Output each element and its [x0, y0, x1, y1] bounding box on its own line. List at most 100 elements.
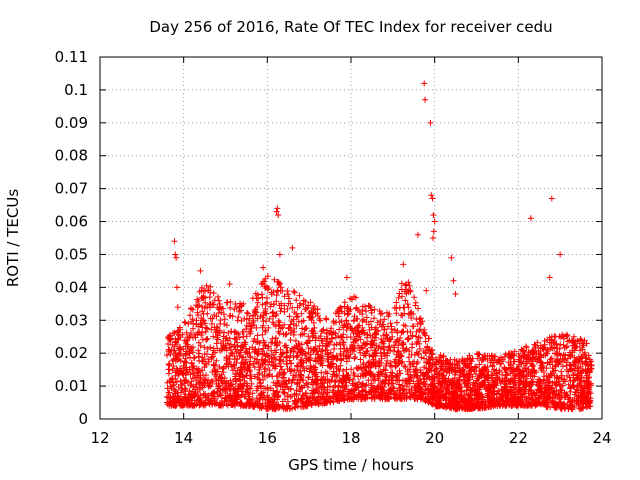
data-point	[193, 317, 200, 324]
data-point	[270, 301, 277, 308]
data-point	[479, 398, 486, 405]
data-point	[415, 305, 422, 312]
data-point	[312, 344, 319, 351]
data-point	[364, 347, 371, 354]
data-point	[510, 368, 517, 375]
data-point	[478, 380, 485, 387]
data-point	[272, 339, 279, 346]
data-point	[510, 352, 517, 359]
x-tick-label: 18	[341, 429, 360, 447]
data-point	[216, 363, 223, 370]
data-point	[220, 337, 227, 344]
data-point	[493, 359, 500, 366]
data-point	[383, 360, 390, 367]
data-point	[289, 393, 296, 400]
data-point	[221, 321, 228, 328]
data-point	[428, 394, 435, 401]
data-point	[199, 367, 206, 374]
data-point	[343, 382, 350, 389]
data-point	[390, 348, 397, 355]
data-point	[473, 394, 480, 401]
data-point	[206, 382, 213, 389]
data-point	[221, 386, 228, 393]
data-point	[256, 370, 263, 377]
data-point	[431, 384, 438, 391]
data-point	[485, 392, 492, 399]
data-point	[376, 307, 383, 314]
data-point	[196, 385, 203, 392]
data-point	[279, 398, 286, 405]
data-point	[232, 375, 239, 382]
data-point	[374, 319, 381, 326]
data-point	[273, 292, 280, 299]
data-point	[441, 395, 448, 402]
data-point	[364, 340, 371, 347]
axis-ticks: 0 0.01 0.02 0.03 0.04 0.05 0.06 0.07 0.08 0.09 0.1…	[55, 48, 612, 447]
data-point	[343, 274, 350, 281]
data-point	[250, 317, 257, 324]
data-point	[548, 355, 555, 362]
data-point	[258, 383, 265, 390]
data-point	[373, 331, 380, 338]
data-point	[587, 358, 594, 365]
data-point	[295, 340, 302, 347]
data-point	[314, 381, 321, 388]
data-point	[472, 382, 479, 389]
y-tick-label: 0.01	[55, 377, 88, 395]
data-point	[359, 381, 366, 388]
data-point	[587, 365, 594, 372]
data-point	[318, 348, 325, 355]
data-point	[523, 382, 530, 389]
data-point	[366, 352, 373, 359]
data-point	[535, 378, 542, 385]
data-point	[370, 360, 377, 367]
data-point	[361, 367, 368, 374]
data-point	[195, 347, 202, 354]
data-point	[298, 360, 305, 367]
data-point	[324, 370, 331, 377]
data-point	[570, 333, 577, 340]
data-point	[180, 371, 187, 378]
data-point	[270, 379, 277, 386]
data-point	[503, 392, 510, 399]
data-point	[184, 343, 191, 350]
data-point	[466, 365, 473, 372]
data-point	[287, 300, 294, 307]
data-point	[448, 254, 455, 261]
data-point	[523, 343, 530, 350]
data-point	[457, 388, 464, 395]
data-point	[181, 319, 188, 326]
data-point	[471, 368, 478, 375]
data-point	[456, 381, 463, 388]
data-point	[399, 293, 406, 300]
data-point	[433, 371, 440, 378]
data-point	[278, 305, 285, 312]
data-point	[208, 397, 215, 404]
data-point	[378, 336, 385, 343]
data-point	[364, 331, 371, 338]
data-point	[263, 350, 270, 357]
data-point	[275, 281, 282, 288]
data-point	[270, 390, 277, 397]
data-point	[367, 304, 374, 311]
data-point	[585, 402, 592, 409]
data-point	[259, 400, 266, 407]
data-point	[366, 358, 373, 365]
data-point	[479, 393, 486, 400]
data-point	[486, 404, 493, 411]
data-point	[297, 358, 304, 365]
data-point	[256, 396, 263, 403]
data-point	[281, 321, 288, 328]
data-point	[331, 377, 338, 384]
data-point	[258, 404, 265, 411]
data-point	[443, 369, 450, 376]
data-point	[187, 371, 194, 378]
data-point	[173, 254, 180, 261]
data-point	[381, 326, 388, 333]
data-point	[411, 383, 418, 390]
data-point	[432, 361, 439, 368]
data-point	[186, 366, 193, 373]
data-point	[398, 286, 405, 293]
data-point	[414, 321, 421, 328]
data-points	[163, 80, 595, 413]
